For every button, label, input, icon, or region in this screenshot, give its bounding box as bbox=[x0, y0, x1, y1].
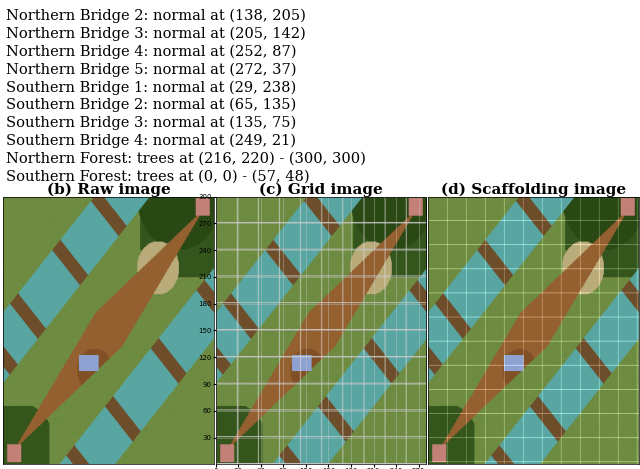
Text: Southern Bridge 3: normal at (135, 75): Southern Bridge 3: normal at (135, 75) bbox=[6, 116, 296, 130]
Title: (d) Scaffolding image: (d) Scaffolding image bbox=[441, 182, 626, 197]
Text: Northern Forest: trees at (216, 220) - (300, 300): Northern Forest: trees at (216, 220) - (… bbox=[6, 151, 366, 166]
Title: (b) Raw image: (b) Raw image bbox=[47, 182, 170, 197]
Text: Southern Forest: trees at (0, 0) - (57, 48): Southern Forest: trees at (0, 0) - (57, … bbox=[6, 169, 310, 183]
Text: Southern Bridge 4: normal at (249, 21): Southern Bridge 4: normal at (249, 21) bbox=[6, 134, 296, 148]
Text: Southern Bridge 1: normal at (29, 238): Southern Bridge 1: normal at (29, 238) bbox=[6, 80, 296, 95]
Text: Northern Bridge 4: normal at (252, 87): Northern Bridge 4: normal at (252, 87) bbox=[6, 45, 297, 59]
Text: Northern Bridge 5: normal at (272, 37): Northern Bridge 5: normal at (272, 37) bbox=[6, 62, 297, 77]
Title: (c) Grid image: (c) Grid image bbox=[259, 182, 383, 197]
Text: Southern Bridge 2: normal at (65, 135): Southern Bridge 2: normal at (65, 135) bbox=[6, 98, 296, 113]
Text: Northern Bridge 2: normal at (138, 205): Northern Bridge 2: normal at (138, 205) bbox=[6, 9, 307, 23]
Text: Northern Bridge 3: normal at (205, 142): Northern Bridge 3: normal at (205, 142) bbox=[6, 27, 306, 41]
